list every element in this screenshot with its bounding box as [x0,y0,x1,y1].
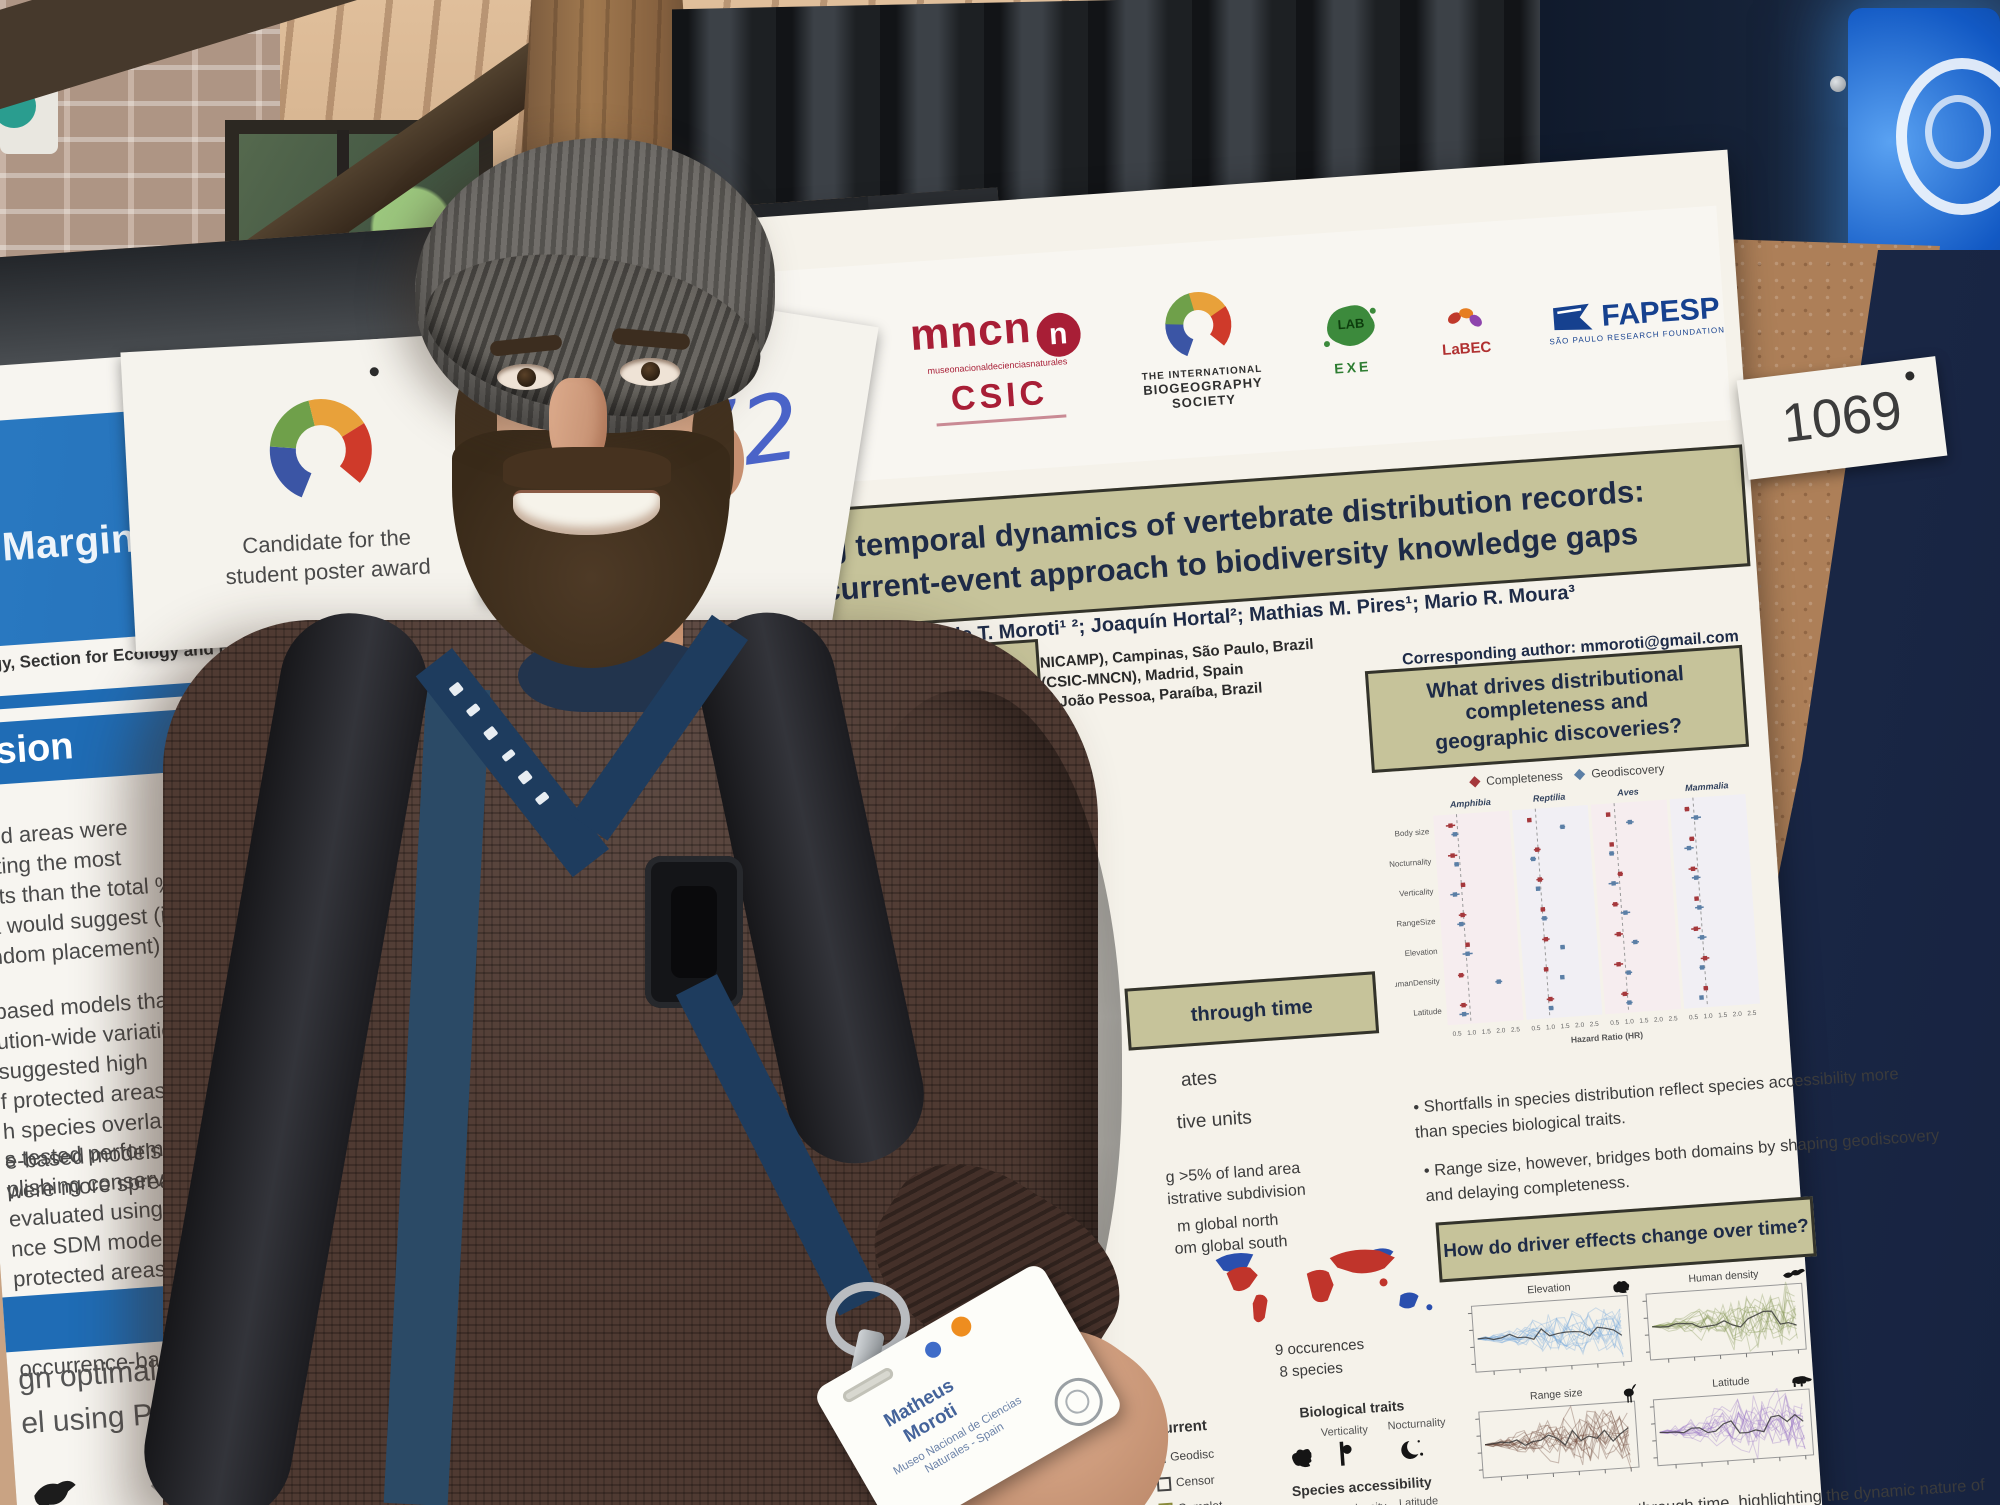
svg-text:1.5: 1.5 [1482,1028,1492,1036]
ibs-arc-icon [1165,291,1232,358]
svg-text:0.5: 0.5 [1610,1019,1620,1027]
screen-ring-icon [1896,58,2000,215]
logo-ibs: THE INTERNATIONAL BIOGEOGRAPHY SOCIETY [1136,286,1265,412]
svg-text:2.5: 2.5 [1747,1010,1757,1018]
labec-petals-icon [1448,307,1483,327]
svg-text:1.0: 1.0 [1546,1024,1556,1032]
bird-silhouette-icon [34,1480,76,1505]
lanyard-buckle [645,856,743,1008]
svg-text:Reptilia: Reptilia [1533,792,1566,804]
svg-text:Elevation: Elevation [1404,947,1437,958]
svg-text:2.5: 2.5 [1590,1021,1600,1029]
svg-text:1.5: 1.5 [1560,1023,1570,1031]
svg-text:Aves: Aves [1616,786,1639,798]
bird-icon [1623,1384,1637,1403]
panel-range-size: Range size [1472,1383,1648,1495]
badge-slot [840,1365,896,1405]
ibs-arc-icon [269,399,372,502]
svg-text:RangeSize: RangeSize [1396,917,1436,929]
panel-elevation: Elevation [1464,1277,1640,1389]
latitude-plot [1649,1386,1815,1469]
forest-plot-svg: Amphibia 0.5 1.0 1.5 2.0 2.5 Reptilia 0.5 1.0 1.5… [1387,780,1761,1045]
svg-text:Nocturnality: Nocturnality [1389,857,1432,869]
eye-right [620,358,680,386]
time-panels-grid: Elevation Human density Range size [1464,1265,1821,1489]
mustache [503,447,671,489]
award-card: Candidate for the student poster award [120,331,528,653]
verticality-icon [1339,1441,1352,1466]
svg-text:2.0: 2.0 [1575,1022,1585,1030]
badge-blue-dot [922,1338,945,1361]
teeth-smile [513,490,660,535]
poster-main: CAMP UFPB mncn n museonacionalde [650,149,1985,1505]
svg-text:0.5: 0.5 [1531,1025,1541,1033]
human-density-plot [1642,1281,1807,1363]
world-map [1215,1248,1433,1323]
elevation-plot [1467,1294,1633,1375]
svg-text:2.5: 2.5 [1511,1026,1521,1034]
range-size-plot [1475,1400,1640,1481]
screen-ring-inner-icon [1925,95,1991,169]
iris-right [641,362,660,381]
svg-text:1.5: 1.5 [1639,1017,1649,1025]
svg-text:Latitude: Latitude [1413,1007,1443,1018]
svg-text:1.0: 1.0 [1625,1018,1635,1026]
svg-text:2.0: 2.0 [1654,1016,1664,1024]
svg-text:2.0: 2.0 [1733,1011,1743,1019]
lizard-icon [1783,1268,1805,1278]
eye-left [497,364,554,390]
svg-text:1.0: 1.0 [1703,1013,1713,1021]
logo-labexe: LAB EXE [1316,300,1385,377]
svg-text:0.5: 0.5 [1689,1014,1699,1022]
badge-orange-dot [947,1312,975,1341]
nocturnality-moon-icon [1401,1438,1424,1459]
svg-text:0.5: 0.5 [1452,1030,1462,1038]
frame-screw [1830,76,1846,92]
svg-text:LAB: LAB [1337,315,1365,332]
svg-text:Verticality: Verticality [1399,887,1434,898]
svg-text:1.5: 1.5 [1718,1012,1728,1020]
forest-plot: Amphibia 0.5 1.0 1.5 2.0 2.5 Reptilia 0.5 1.0 1.5… [1382,773,1773,1090]
labexe-splat-icon: LAB [1324,305,1376,348]
svg-text:Body size: Body size [1394,827,1430,838]
svg-text:2.0: 2.0 [1496,1027,1506,1035]
fapesp-flag-icon [1552,303,1593,331]
frog-icon [1292,1449,1312,1468]
frog-icon [1613,1280,1630,1294]
panel-human-density: Human density [1639,1265,1815,1377]
svg-text:Mammalia: Mammalia [1685,780,1729,793]
panel-latitude: Latitude [1646,1371,1822,1483]
svg-text:HumanDensity: HumanDensity [1387,977,1440,990]
svg-text:Amphibia: Amphibia [1449,797,1492,810]
iris-left [516,368,536,387]
tapir-icon [1792,1376,1812,1388]
svg-text:2.5: 2.5 [1668,1015,1678,1023]
logo-labec: LaBEC [1439,303,1492,359]
logo-fapesp: FAPESP SÃO PAULO RESEARCH FOUNDATION [1549,291,1726,347]
svg-text:1.0: 1.0 [1467,1029,1477,1037]
